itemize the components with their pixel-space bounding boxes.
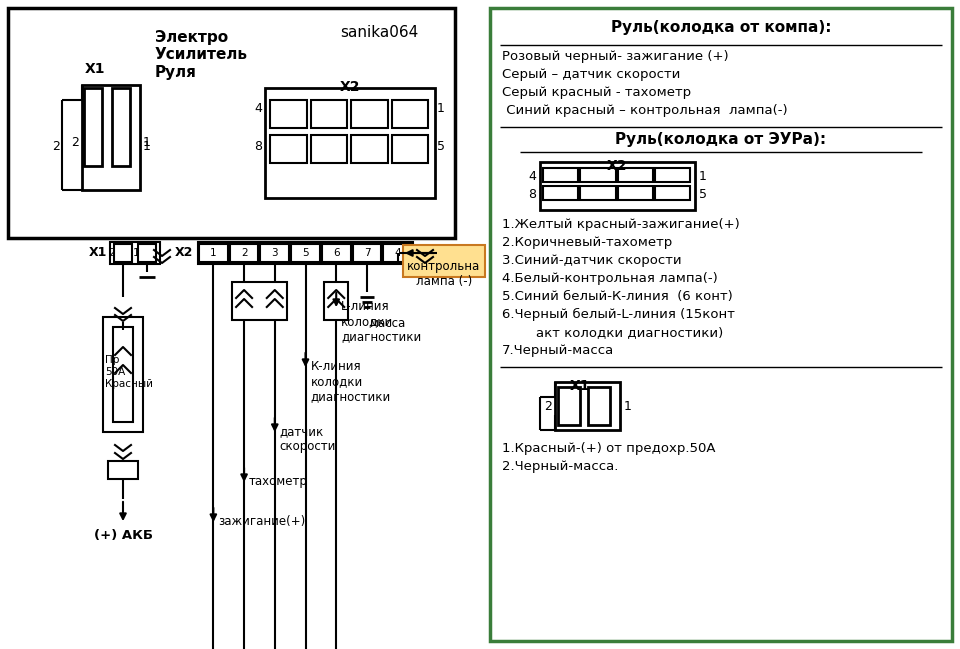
Bar (198, 242, 413, 264)
Text: X1: X1 (569, 379, 590, 393)
Text: 1.Красный-(+) от предохр.50А: 1.Красный-(+) от предохр.50А (502, 442, 715, 455)
Text: контрольна
лампа (-): контрольна лампа (-) (407, 260, 481, 288)
Text: X2: X2 (340, 80, 360, 94)
Text: 4: 4 (528, 169, 536, 182)
Bar (580, 168, 615, 182)
Text: Пр
50А
Красный: Пр 50А Красный (105, 356, 153, 389)
Bar (558, 387, 580, 425)
Bar (383, 244, 412, 262)
Text: датчик
скорости: датчик скорости (279, 425, 336, 453)
Bar (403, 245, 485, 277)
Text: Синий красный – контрольная  лампа(-): Синий красный – контрольная лампа(-) (502, 104, 787, 117)
Text: 5: 5 (302, 248, 309, 258)
Bar (113, 327, 133, 422)
Bar (588, 387, 610, 425)
Text: К-линия
колодки
диагностики: К-линия колодки диагностики (310, 360, 391, 403)
Bar (310, 100, 347, 128)
Bar (392, 100, 428, 128)
Bar (655, 168, 690, 182)
Text: Электро
Усилитель
Руля: Электро Усилитель Руля (155, 30, 248, 80)
Bar (199, 244, 228, 262)
Bar (108, 461, 138, 479)
Text: 8: 8 (254, 140, 262, 153)
Bar (110, 242, 160, 264)
Bar (103, 317, 143, 432)
Text: 3.Синий-датчик скорости: 3.Синий-датчик скорости (502, 254, 682, 267)
Bar (310, 135, 347, 163)
Text: 2.Черный-масса.: 2.Черный-масса. (502, 460, 618, 473)
Text: 4: 4 (254, 101, 262, 114)
Text: 1: 1 (143, 140, 151, 154)
Text: 2: 2 (108, 248, 115, 258)
Text: 6.Черный белый-L-линия (15конт: 6.Черный белый-L-линия (15конт (502, 308, 734, 321)
Bar (351, 100, 388, 128)
Text: Руль(колодка от компа):: Руль(колодка от компа): (611, 20, 831, 35)
Bar (351, 135, 388, 163)
Text: Руль(колодка от ЭУРа):: Руль(колодка от ЭУРа): (615, 132, 827, 147)
Text: 4.Белый-контрольная лампа(-): 4.Белый-контрольная лампа(-) (502, 272, 718, 285)
Bar (270, 100, 306, 128)
Text: 6: 6 (333, 248, 340, 258)
Text: 1: 1 (210, 248, 217, 258)
Bar (260, 244, 289, 262)
Text: 2.Коричневый-тахометр: 2.Коричневый-тахометр (502, 236, 672, 249)
Text: 2: 2 (241, 248, 248, 258)
Text: 1: 1 (132, 248, 139, 258)
Bar (84, 88, 102, 166)
Text: 3: 3 (272, 248, 278, 258)
Text: зажигание(+): зажигание(+) (218, 515, 305, 528)
Bar (114, 244, 132, 262)
Text: 1: 1 (143, 136, 151, 149)
Text: 4: 4 (395, 248, 401, 258)
Text: Серый – датчик скорости: Серый – датчик скорости (502, 68, 681, 81)
Text: 1: 1 (437, 101, 444, 114)
Bar (322, 244, 350, 262)
Text: X2: X2 (607, 159, 627, 173)
Bar (324, 282, 348, 320)
Text: акт колодки диагностики): акт колодки диагностики) (502, 326, 723, 339)
Text: масса: масса (370, 317, 406, 330)
Bar (229, 244, 258, 262)
Text: 2: 2 (52, 140, 60, 154)
Bar (617, 168, 653, 182)
Text: 1: 1 (699, 169, 707, 182)
Text: 7.Черный-масса: 7.Черный-масса (502, 344, 614, 357)
Text: X1: X1 (88, 245, 107, 258)
Text: 5: 5 (437, 140, 445, 153)
Text: 7: 7 (364, 248, 371, 258)
Text: Розовый черный- зажигание (+): Розовый черный- зажигание (+) (502, 50, 729, 63)
Bar (540, 162, 695, 210)
Text: (+) АКБ: (+) АКБ (93, 529, 153, 542)
Bar (543, 186, 578, 200)
Text: 8: 8 (528, 188, 536, 201)
Bar (352, 244, 381, 262)
Bar (655, 186, 690, 200)
Text: тахометр: тахометр (249, 475, 308, 488)
Text: X2: X2 (175, 245, 193, 258)
Bar (490, 8, 952, 641)
Bar (82, 85, 140, 190)
Bar (112, 88, 130, 166)
Bar (580, 186, 615, 200)
Text: 1: 1 (624, 400, 632, 413)
Text: L-линия
колодки
диагностики: L-линия колодки диагностики (341, 300, 421, 343)
Text: 5.Синий белый-К-линия  (6 конт): 5.Синий белый-К-линия (6 конт) (502, 290, 732, 303)
Bar (291, 244, 320, 262)
Text: 5: 5 (699, 188, 707, 201)
Bar (138, 244, 156, 262)
Bar (555, 382, 620, 430)
Text: sanika064: sanika064 (340, 25, 419, 40)
Bar (232, 282, 287, 320)
Text: 2: 2 (544, 400, 552, 413)
Bar (265, 88, 435, 198)
Text: 2: 2 (71, 136, 79, 149)
Bar (543, 168, 578, 182)
Bar (617, 186, 653, 200)
Text: X1: X1 (84, 62, 106, 76)
Bar (8, 8, 455, 238)
Bar (392, 135, 428, 163)
Bar (270, 135, 306, 163)
Text: Серый красный - тахометр: Серый красный - тахометр (502, 86, 691, 99)
Text: 1.Желтый красный-зажигание(+): 1.Желтый красный-зажигание(+) (502, 218, 740, 231)
